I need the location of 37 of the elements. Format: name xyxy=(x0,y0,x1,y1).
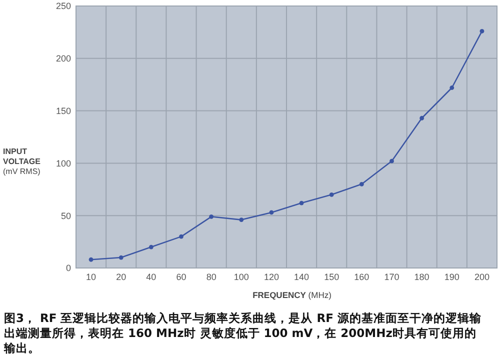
x-axis-title: FREQUENCY (MHz) xyxy=(252,290,332,300)
point xyxy=(148,244,154,250)
point xyxy=(239,218,244,222)
x-tick-label: 100 xyxy=(234,272,249,282)
point xyxy=(359,182,364,186)
point xyxy=(118,255,124,260)
x-tick-label: 20 xyxy=(116,272,126,282)
point xyxy=(88,257,94,262)
x-tick-label: 160 xyxy=(354,272,370,282)
x-tick-label: 180 xyxy=(414,272,430,282)
x-tick-label: 80 xyxy=(206,272,216,282)
x-tick-label: 120 xyxy=(264,272,279,282)
point xyxy=(450,86,454,90)
x-tick-label: 10 xyxy=(86,272,96,282)
x-tick-label: 140 xyxy=(294,272,310,282)
x-tick-label: 170 xyxy=(384,272,400,282)
point xyxy=(420,116,424,120)
y-tick-label: 250 xyxy=(56,1,71,12)
x-tick-label: 60 xyxy=(176,272,186,282)
point xyxy=(269,210,274,215)
point xyxy=(299,200,304,206)
point xyxy=(480,28,484,34)
y-tick-label: 200 xyxy=(56,54,71,64)
caption: 图3， RF 至逻辑比较器的输入电平与频率关系曲线，是从 RF 源的基准面至干净的逻辑输出端测量所得，表明在 160 MHz时 灵敏度低于 100 mV，在 200MHz时具有可使用的输出。 xyxy=(3,311,482,355)
point xyxy=(390,158,394,164)
y-tick-label: 150 xyxy=(56,106,71,116)
y-tick-label: 0 xyxy=(66,263,71,274)
y-tick-label: 100 xyxy=(56,158,71,168)
x-tick-label: 200 xyxy=(474,272,490,282)
x-tick-label: 150 xyxy=(324,272,340,282)
point xyxy=(329,192,334,197)
x-tick-label: 40 xyxy=(146,272,156,282)
y-axis-title: INPUT VOLTAGE (mV RMS) xyxy=(3,147,42,176)
point xyxy=(209,214,214,219)
point xyxy=(179,234,184,239)
y-tick-label: 50 xyxy=(60,210,71,221)
x-tick-label: 190 xyxy=(444,272,460,282)
